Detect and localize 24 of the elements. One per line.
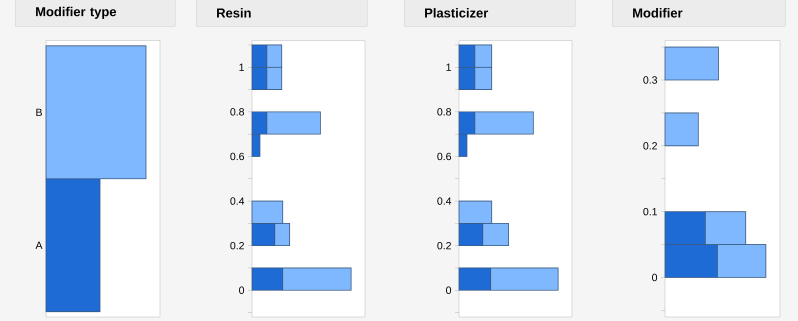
y-tick-label: 0.1 xyxy=(643,208,657,216)
y-tick-label: 0.6 xyxy=(437,152,452,160)
chart-title: Plasticizer xyxy=(425,8,488,18)
y-tick-label: 0 xyxy=(652,274,658,282)
y-tick-label: 1 xyxy=(446,64,451,71)
chart-title: Modifier type xyxy=(36,6,116,19)
chart-title: Modifier xyxy=(633,8,682,18)
y-tick-label: 0.4 xyxy=(437,197,452,205)
y-tick-label: A xyxy=(36,242,42,249)
y-tick-label: 0.8 xyxy=(437,108,452,116)
bar xyxy=(664,112,699,146)
y-tick-label: 0.8 xyxy=(230,108,244,116)
y-tick-label: B xyxy=(36,108,42,116)
y-tick-label: 0.2 xyxy=(230,242,244,250)
y-tick-label: 0.3 xyxy=(643,76,658,84)
y-tick-label: 0 xyxy=(239,286,244,294)
y-tick-label: 0.2 xyxy=(643,142,657,150)
y-tick-label: 0.6 xyxy=(230,152,244,160)
chart-title: Resin xyxy=(217,8,251,18)
y-tick-label: 0.2 xyxy=(437,242,451,250)
bar xyxy=(664,46,719,80)
y-tick-label: 0.4 xyxy=(230,197,244,205)
y-tick-label: 1 xyxy=(239,64,244,71)
y-tick-label: 0 xyxy=(446,286,452,294)
